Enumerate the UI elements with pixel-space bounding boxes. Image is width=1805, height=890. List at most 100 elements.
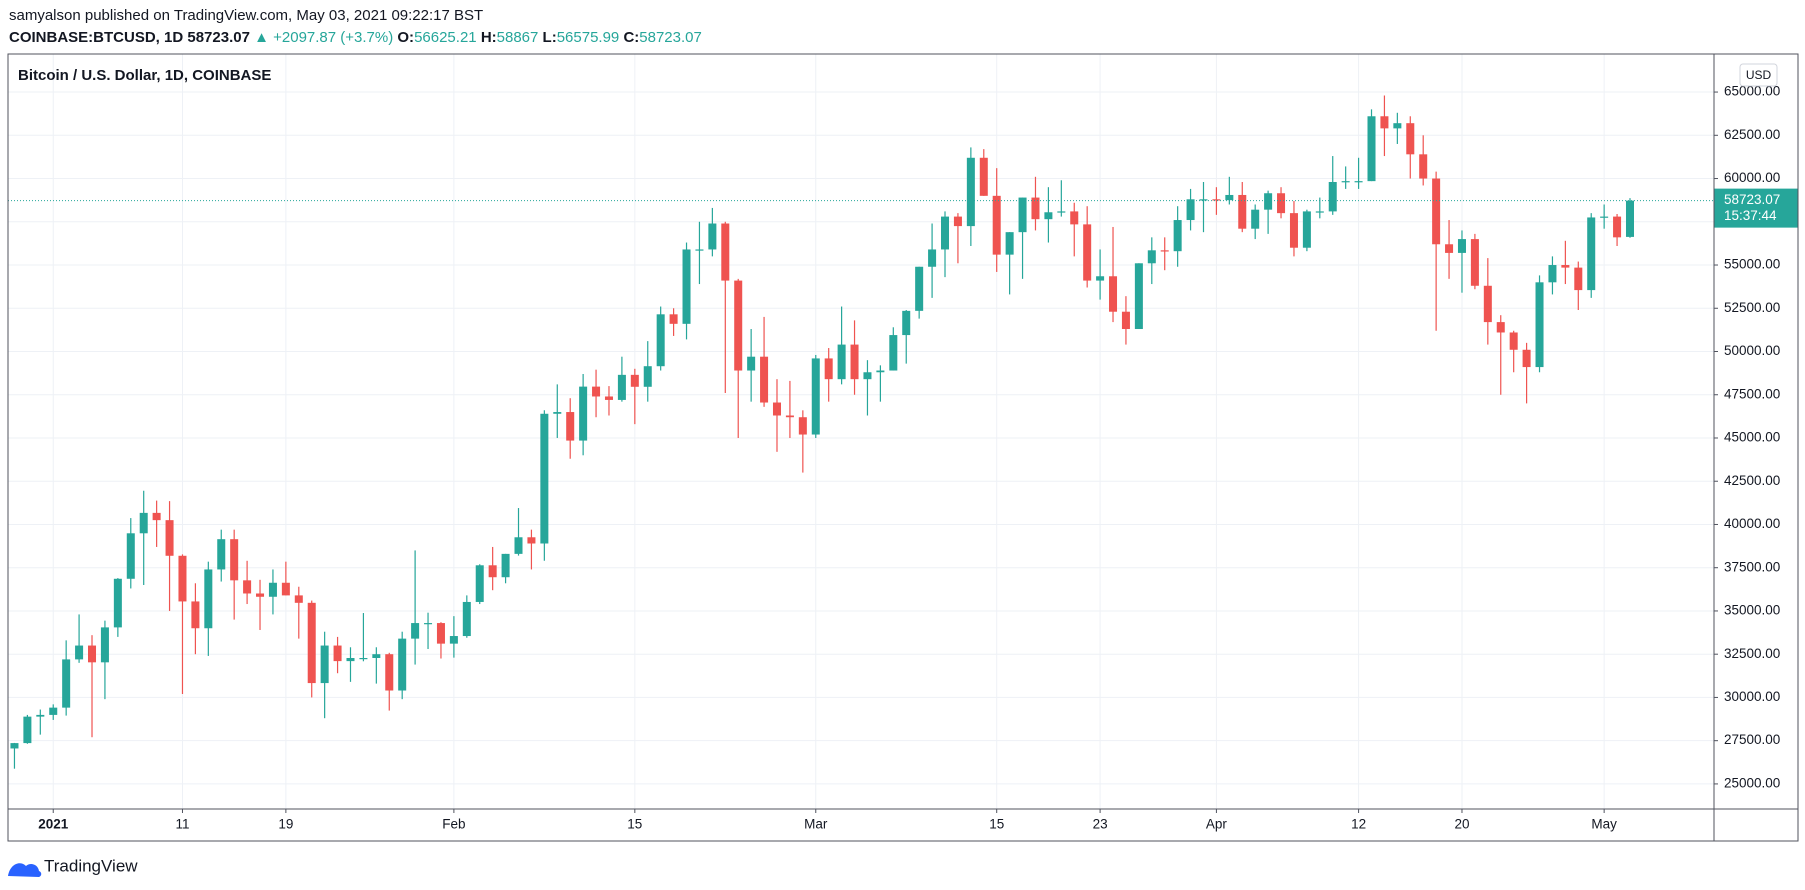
candle-body	[1341, 181, 1350, 183]
ohlc-value: 58723.07	[639, 29, 702, 46]
candle-body	[281, 582, 290, 596]
ohlc-value: 56575.99	[557, 29, 620, 46]
x-tick-label: 15	[627, 817, 642, 832]
candle-body	[617, 374, 626, 400]
candle-body	[1057, 211, 1066, 213]
symbol: COINBASE:BTCUSD, 1D	[9, 29, 183, 46]
x-tick-label: 20	[1454, 817, 1469, 832]
candle-body	[346, 658, 355, 662]
x-tick-label: 19	[278, 817, 293, 832]
candle-body	[1070, 211, 1079, 225]
candle-body	[1044, 212, 1053, 220]
candle-body	[1470, 239, 1479, 286]
brand: TradingView	[8, 856, 138, 877]
candle-body	[566, 412, 575, 441]
candle-body	[385, 654, 394, 691]
candle-body	[436, 623, 445, 644]
y-tick-label: 47500.00	[1724, 386, 1780, 401]
candle-body	[1212, 199, 1221, 201]
candle-body	[88, 645, 97, 663]
candle-body	[230, 539, 239, 581]
y-tick-label: 30000.00	[1724, 689, 1780, 704]
published-line: samyalson published on TradingView.com, …	[9, 7, 483, 24]
candle-body	[734, 280, 743, 371]
candle-body	[876, 370, 885, 373]
candle-body	[1264, 193, 1273, 210]
chart-title: Bitcoin / U.S. Dollar, 1D, COINBASE	[18, 67, 271, 84]
x-tick-label: 15	[989, 817, 1004, 832]
candle-body	[1457, 239, 1466, 253]
candle-body	[863, 372, 872, 380]
unit-label: USD	[1746, 68, 1772, 82]
candle-body	[811, 358, 820, 435]
candle-body	[1225, 194, 1234, 201]
y-tick-label: 52500.00	[1724, 300, 1780, 315]
y-tick-label: 60000.00	[1724, 170, 1780, 185]
candle-body	[1419, 154, 1428, 179]
candle-body	[165, 520, 174, 556]
candle-body	[1005, 232, 1014, 255]
price-tag-countdown: 15:37:44	[1724, 208, 1777, 223]
candle-body	[398, 638, 407, 691]
candle-body	[62, 659, 71, 708]
candle-body	[928, 249, 937, 267]
candle-body	[708, 223, 717, 250]
x-tick-label: Mar	[804, 817, 828, 832]
candle-body	[1496, 322, 1505, 333]
x-tick-label: Apr	[1206, 817, 1228, 832]
candle-body	[979, 157, 988, 196]
candle-body	[669, 314, 678, 324]
y-tick-label: 55000.00	[1724, 257, 1780, 272]
candle-body	[1251, 209, 1260, 229]
candle-body	[1083, 224, 1092, 281]
candle-body	[139, 512, 148, 534]
candle-body	[1574, 267, 1583, 291]
candle-body	[1561, 265, 1570, 268]
candle-body	[915, 266, 924, 311]
x-tick-label: May	[1591, 817, 1617, 832]
candle-body	[75, 645, 84, 660]
y-tick-label: 32500.00	[1724, 646, 1780, 661]
candle-body	[1199, 199, 1208, 201]
candle-body	[475, 565, 484, 602]
candle-body	[411, 623, 420, 639]
candle-body	[992, 195, 1001, 255]
candle-body	[785, 415, 794, 418]
candle-body	[1109, 276, 1118, 312]
candle-body	[1173, 220, 1182, 252]
candle-body	[1393, 123, 1402, 129]
candle-body	[23, 716, 32, 744]
x-tick-label: 12	[1351, 817, 1366, 832]
candle-body	[501, 553, 510, 578]
candle-body	[372, 654, 381, 658]
candle-body	[579, 386, 588, 441]
candle-body	[126, 533, 135, 579]
ohlc-label: L:	[543, 29, 557, 46]
unit-badge[interactable]	[1739, 63, 1778, 87]
candle-body	[1432, 178, 1441, 245]
price-tag-value: 58723.07	[1724, 192, 1780, 207]
candle-body	[747, 356, 756, 371]
candle-body	[941, 216, 950, 250]
candle-body	[152, 512, 161, 521]
ohlc-label: O:	[397, 29, 414, 46]
brand-name: TradingView	[44, 856, 138, 875]
symbol-line: COINBASE:BTCUSD, 1D 58723.07 ▲ +2097.87 …	[9, 29, 702, 46]
y-tick-label: 27500.00	[1724, 732, 1780, 747]
ohlc-label: H:	[481, 29, 497, 46]
candle-body	[1367, 116, 1376, 182]
candle-body	[1613, 216, 1622, 238]
candle-body	[1522, 349, 1531, 368]
candle-body	[1277, 193, 1286, 214]
candle-body	[424, 623, 433, 625]
x-tick-label: Feb	[442, 817, 465, 832]
candle-body	[1031, 197, 1040, 220]
candle-body	[1160, 250, 1169, 252]
candle-body	[760, 356, 769, 403]
candle-body	[1535, 282, 1544, 368]
candle-body	[217, 539, 226, 570]
candle-body	[268, 582, 277, 597]
candle-body	[1147, 250, 1156, 264]
y-tick-label: 37500.00	[1724, 559, 1780, 574]
